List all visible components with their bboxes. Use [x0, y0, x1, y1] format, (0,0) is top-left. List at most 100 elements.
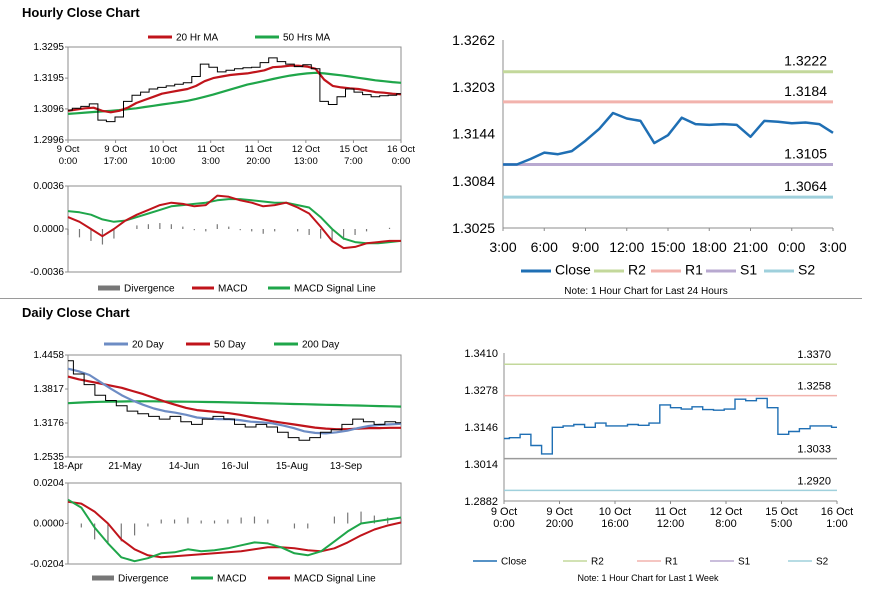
legend-r2-week: R2 [591, 557, 604, 568]
series-close-24h [503, 111, 834, 166]
daily-levels-x-tick: 9 Oct 20:00 [546, 506, 574, 530]
legend-close-24h: Close [555, 262, 591, 278]
legend-s1-24h: S1 [740, 262, 757, 278]
hourly-levels-x-tick: 3:00 [819, 239, 846, 255]
week-level-label-s1: 1.3033 [797, 444, 831, 456]
hourly-levels-y-tick: 1.3144 [452, 126, 495, 142]
legend-r1-24h: R1 [685, 262, 703, 278]
legend-20hr-ma: 20 Hr MA [176, 33, 219, 44]
daily-price-x-tick: 14-Jun [169, 461, 200, 472]
series-50-day [67, 375, 401, 431]
hourly-price-y-tick: 1.3195 [33, 73, 64, 84]
hourly-macd-y-tick: 0.0000 [33, 224, 64, 235]
level-label-s1: 1.3105 [784, 146, 827, 162]
level-label-s2: 1.3064 [784, 178, 827, 194]
hourly-price-x-tick: 9 Oct 17:00 [104, 144, 128, 167]
legend-s2-24h: S2 [798, 262, 815, 278]
hourly-price-x-tick: 9 Oct 0:00 [57, 144, 80, 167]
legend-50hrs-ma: 50 Hrs MA [283, 33, 331, 44]
daily-price-y-tick: 1.2535 [33, 452, 64, 463]
legend-macd-daily: MACD [217, 574, 246, 585]
hourly-macd-y-tick: 0.0036 [33, 181, 64, 192]
hourly-price-x-tick: 11 Oct 3:00 [197, 144, 225, 167]
section-divider [0, 298, 862, 299]
hourly-levels-x-tick: 9:00 [572, 239, 599, 255]
legend-divergence-hourly: Divergence [124, 284, 175, 295]
series-close-week [504, 397, 837, 455]
week-level-label-r2: 1.3370 [797, 349, 831, 361]
series-close-daily [68, 360, 401, 441]
daily-levels-x-tick: 12 Oct 8:00 [710, 506, 742, 530]
hourly-section-title: Hourly Close Chart [22, 5, 140, 20]
legend-r2-24h: R2 [628, 262, 646, 278]
week-level-label-s2: 1.2920 [797, 475, 831, 487]
daily-price-x-tick: 21-May [108, 461, 141, 472]
hourly-price-y-tick: 1.3096 [33, 104, 64, 115]
series-macd-daily [67, 498, 402, 563]
legend-signal-hourly: MACD Signal Line [294, 284, 376, 295]
hourly-levels-y-tick: 1.3025 [452, 220, 495, 236]
daily-levels-y-tick: 1.3410 [464, 348, 498, 360]
hourly-macd-y-tick: -0.0036 [30, 267, 64, 278]
legend-s1-week: S1 [738, 557, 751, 568]
legend-signal-daily: MACD Signal Line [294, 574, 376, 585]
hourly-price-y-tick: 1.2996 [33, 135, 64, 146]
hourly-price-x-tick: 11 Oct 20:00 [245, 144, 273, 167]
legend-close-week: Close [501, 557, 527, 568]
hourly-levels-x-tick: 12:00 [609, 239, 644, 255]
daily-price-x-tick: 13-Sep [330, 461, 363, 472]
daily-price-x-tick: 18-Apr [53, 461, 84, 472]
hourly-levels-x-tick: 15:00 [650, 239, 685, 255]
daily-levels-x-tick: 11 Oct 12:00 [655, 506, 687, 530]
daily-price-x-tick: 16-Jul [221, 461, 248, 472]
legend-200-day: 200 Day [302, 340, 339, 351]
level-label-r2: 1.3222 [784, 53, 827, 69]
daily-levels-y-tick: 1.2882 [464, 496, 498, 508]
daily-levels-y-tick: 1.3014 [464, 459, 498, 471]
hourly-price-x-tick: 12 Oct 13:00 [292, 144, 320, 167]
level-label-r1: 1.3184 [784, 83, 827, 99]
hourly-levels-y-tick: 1.3203 [452, 79, 495, 95]
hourly-price-x-tick: 16 Oct 0:00 [387, 144, 415, 167]
series-macd-signal-daily [67, 500, 402, 559]
hourly-levels-x-tick: 3:00 [489, 239, 516, 255]
series-200-day [67, 400, 402, 408]
daily-section-title: Daily Close Chart [22, 305, 130, 320]
daily-levels-y-tick: 1.3278 [464, 385, 498, 397]
daily-macd-y-tick: 0.0000 [33, 519, 64, 530]
daily-price-y-tick: 1.3817 [33, 384, 64, 395]
daily-price-y-tick: 1.4458 [33, 350, 64, 361]
hourly-levels-x-tick: 21:00 [733, 239, 768, 255]
week-level-label-r1: 1.3258 [797, 381, 831, 393]
legend-divergence-daily: Divergence [118, 574, 169, 585]
hourly-price-x-tick: 15 Oct 7:00 [339, 144, 367, 167]
daily-levels-x-tick: 9 Oct 0:00 [491, 506, 517, 530]
hourly-price-frame [67, 46, 402, 141]
hourly-levels-x-tick: 6:00 [531, 239, 558, 255]
legend-50-day: 50 Day [214, 340, 246, 351]
daily-levels-y-tick: 1.3146 [464, 422, 498, 434]
daily-levels-x-tick: 15 Oct 5:00 [765, 506, 797, 530]
hourly-price-x-tick: 10 Oct 10:00 [149, 144, 177, 167]
daily-price-y-tick: 1.3176 [33, 418, 64, 429]
hourly-levels-y-tick: 1.3084 [452, 173, 495, 189]
daily-macd-y-tick: -0.0204 [30, 559, 64, 570]
legend-20-day: 20 Day [132, 340, 164, 351]
daily-levels-x-tick: 16 Oct 1:00 [821, 506, 853, 530]
legend-macd-hourly: MACD [218, 284, 247, 295]
series-close-hourly [68, 57, 401, 123]
hourly-levels-x-tick: 0:00 [778, 239, 805, 255]
legend-r1-week: R1 [665, 557, 678, 568]
hourly-levels-note: Note: 1 Hour Chart for Last 24 Hours [564, 286, 727, 297]
daily-price-x-tick: 15-Aug [276, 461, 308, 472]
series-macd-signal-hourly [67, 198, 402, 245]
series-macd-hourly [67, 194, 401, 250]
legend-s2-week: S2 [816, 557, 829, 568]
hourly-price-y-tick: 1.3295 [33, 42, 64, 53]
daily-macd-y-tick: 0.0204 [33, 478, 64, 489]
hourly-levels-x-tick: 18:00 [692, 239, 727, 255]
daily-levels-note: Note: 1 Hour Chart for Last 1 Week [578, 573, 719, 583]
daily-levels-x-tick: 10 Oct 16:00 [599, 506, 631, 530]
series-50hrs-ma [67, 71, 402, 115]
